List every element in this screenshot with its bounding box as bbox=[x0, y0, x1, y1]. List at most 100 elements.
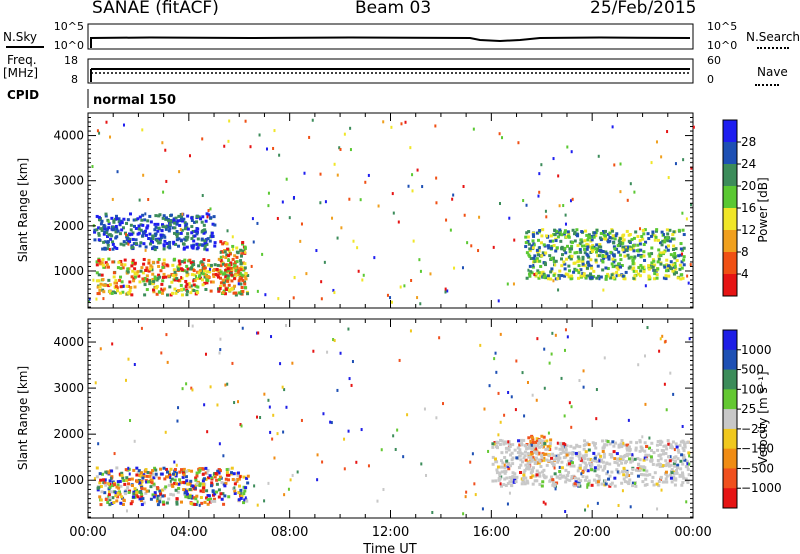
scatter-point bbox=[639, 227, 642, 231]
scatter-point bbox=[208, 267, 211, 271]
scatter-point bbox=[156, 494, 160, 498]
scatter-point bbox=[479, 343, 482, 347]
scatter-point bbox=[599, 245, 603, 249]
scatter-point bbox=[629, 182, 632, 186]
scatter-point bbox=[592, 478, 596, 482]
scatter-point bbox=[203, 477, 207, 481]
scatter-point bbox=[179, 481, 183, 485]
scatter-point bbox=[139, 490, 143, 494]
scatter-point bbox=[686, 462, 689, 466]
scatter-point bbox=[518, 443, 522, 447]
scatter-point bbox=[526, 239, 530, 243]
scatter-point bbox=[308, 135, 311, 139]
scatter-point bbox=[149, 220, 153, 224]
scatter-point bbox=[116, 266, 120, 270]
scatter-point bbox=[565, 257, 569, 261]
scatter-point bbox=[538, 445, 542, 449]
scatter-point bbox=[193, 273, 197, 277]
scatter-point bbox=[213, 244, 217, 248]
scatter-point bbox=[544, 502, 547, 506]
scatter-point bbox=[103, 240, 107, 244]
scatter-point bbox=[685, 500, 688, 504]
scatter-point bbox=[151, 272, 155, 276]
scatter-point bbox=[174, 482, 178, 486]
scatter-point bbox=[496, 465, 500, 469]
scatter-point bbox=[531, 246, 535, 250]
scatter-point bbox=[108, 479, 112, 483]
scatter-point bbox=[673, 256, 677, 260]
scatter-point bbox=[125, 233, 129, 237]
scatter-point bbox=[145, 474, 149, 478]
scatter-point bbox=[409, 146, 412, 150]
scatter-point bbox=[159, 233, 163, 237]
scatter-point bbox=[570, 254, 574, 258]
scatter-point bbox=[138, 198, 141, 202]
scatter-point bbox=[190, 225, 194, 229]
scatter-point bbox=[615, 270, 619, 274]
scatter-point bbox=[205, 496, 209, 500]
scatter-point bbox=[158, 496, 162, 500]
scatter-point bbox=[595, 228, 599, 232]
scatter-point bbox=[97, 273, 101, 277]
scatter-point bbox=[105, 120, 108, 124]
scatter-point bbox=[167, 219, 171, 223]
nsky-legend-line bbox=[6, 46, 44, 48]
scatter-point bbox=[664, 451, 668, 455]
scatter-point bbox=[497, 433, 500, 437]
scatter-point bbox=[598, 459, 601, 463]
scatter-point bbox=[241, 249, 245, 253]
scatter-point bbox=[512, 480, 516, 484]
scatter-point bbox=[511, 475, 515, 479]
scatter-point bbox=[139, 499, 143, 503]
scatter-point bbox=[163, 477, 167, 481]
scatter-point bbox=[659, 241, 663, 245]
scatter-point bbox=[510, 476, 514, 480]
scatter-point bbox=[530, 446, 534, 450]
scatter-point bbox=[591, 441, 595, 445]
scatter-point bbox=[249, 145, 252, 149]
scatter-point bbox=[625, 473, 629, 477]
scatter-point bbox=[540, 454, 544, 458]
scatter-point bbox=[527, 268, 530, 272]
scatter-point bbox=[233, 276, 237, 280]
scatter-point bbox=[210, 476, 214, 480]
scatter-point bbox=[129, 502, 133, 506]
scatter-point bbox=[226, 382, 229, 386]
scatter-point bbox=[100, 472, 104, 476]
scatter-point bbox=[664, 277, 668, 281]
scatter-point bbox=[214, 272, 218, 276]
scatter-point bbox=[411, 173, 414, 177]
scatter-point bbox=[548, 479, 552, 483]
scatter-point bbox=[128, 232, 132, 236]
scatter-point bbox=[567, 255, 571, 259]
scatter-point bbox=[676, 457, 680, 461]
scatter-point bbox=[118, 222, 122, 226]
colorbar-tick-label: 500 bbox=[741, 363, 764, 377]
scatter-point bbox=[241, 240, 245, 244]
scatter-point bbox=[690, 203, 693, 207]
scatter-point bbox=[144, 491, 148, 495]
scatter-point bbox=[541, 251, 545, 255]
scatter-point bbox=[596, 264, 600, 268]
scatter-point bbox=[540, 457, 544, 461]
scatter-point bbox=[591, 244, 595, 248]
scatter-point bbox=[238, 484, 242, 488]
scatter-point bbox=[139, 228, 143, 232]
scatter-point bbox=[174, 216, 178, 220]
scatter-point bbox=[682, 255, 686, 259]
scatter-point bbox=[659, 337, 662, 341]
scatter-point bbox=[622, 477, 626, 481]
scatter-point bbox=[642, 232, 646, 236]
scatter-point bbox=[541, 441, 545, 445]
scatter-point bbox=[585, 247, 589, 251]
scatter-point bbox=[527, 465, 531, 469]
scatter-point bbox=[122, 243, 126, 247]
scatter-point bbox=[203, 273, 207, 277]
scatter-point bbox=[124, 492, 128, 496]
scatter-point bbox=[100, 490, 104, 494]
scatter-point bbox=[564, 468, 568, 472]
scatter-point bbox=[152, 482, 156, 486]
scatter-point bbox=[134, 226, 138, 230]
scatter-point bbox=[528, 249, 532, 253]
scatter-point bbox=[554, 239, 558, 243]
